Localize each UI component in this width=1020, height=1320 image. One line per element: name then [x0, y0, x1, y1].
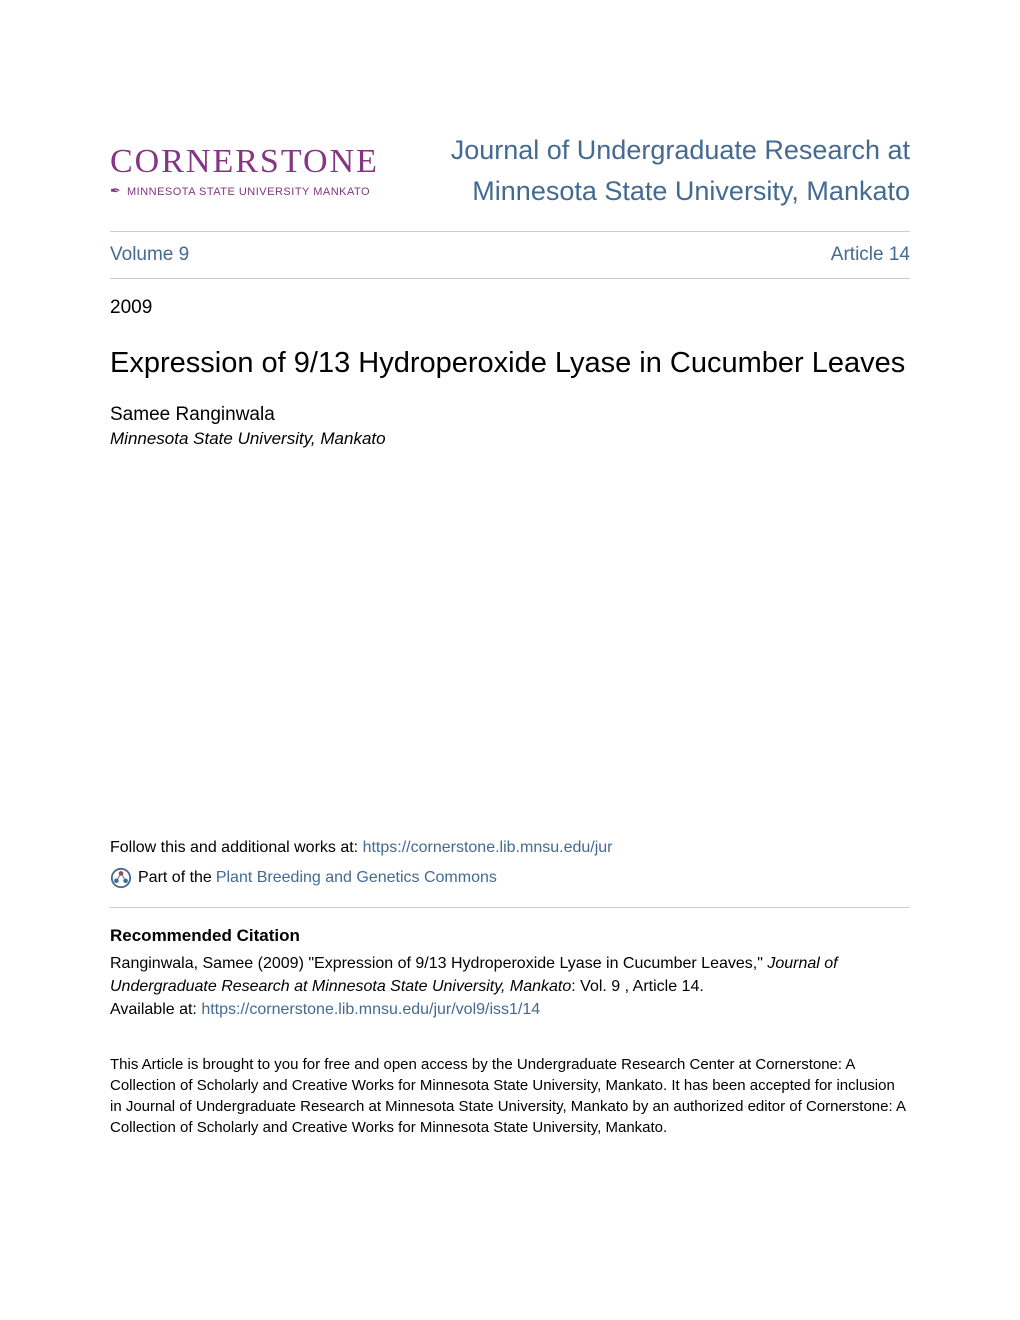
- journal-title-block: Journal of Undergraduate Research at Min…: [399, 130, 910, 211]
- logo-subtitle-text: MINNESOTA STATE UNIVERSITY MANKATO: [127, 186, 370, 198]
- divider-top: [110, 231, 910, 232]
- cornerstone-logo[interactable]: CORNERSTONE ✒ MINNESOTA STATE UNIVERSITY…: [110, 143, 379, 199]
- commons-link[interactable]: Plant Breeding and Genetics Commons: [216, 869, 497, 887]
- citation-available-prefix: Available at:: [110, 1001, 201, 1018]
- journal-title-line2: Minnesota State University, Mankato: [472, 176, 910, 206]
- feather-icon: ✒: [110, 183, 121, 198]
- part-of-prefix: Part of the: [138, 869, 212, 887]
- follow-works-text: Follow this and additional works at: htt…: [110, 839, 910, 857]
- article-link[interactable]: Article 14: [831, 244, 910, 266]
- follow-prefix: Follow this and additional works at:: [110, 839, 363, 856]
- author-name: Samee Ranginwala: [110, 404, 910, 426]
- logo-title: CORNERSTONE: [110, 143, 379, 181]
- logo-subtitle: ✒ MINNESOTA STATE UNIVERSITY MANKATO: [110, 183, 379, 199]
- journal-title-line1: Journal of Undergraduate Research at: [451, 135, 910, 165]
- citation-url-link[interactable]: https://cornerstone.lib.mnsu.edu/jur/vol…: [201, 1001, 540, 1018]
- article-title: Expression of 9/13 Hydroperoxide Lyase i…: [110, 347, 910, 380]
- publication-year: 2009: [110, 297, 910, 319]
- follow-url-link[interactable]: https://cornerstone.lib.mnsu.edu/jur: [363, 839, 613, 856]
- divider-mid: [110, 278, 910, 279]
- author-affiliation: Minnesota State University, Mankato: [110, 429, 910, 449]
- citation-author-year: Ranginwala, Samee (2009) "Expression of …: [110, 955, 767, 972]
- divider-citation: [110, 907, 910, 908]
- spacer: [110, 449, 910, 839]
- volume-link[interactable]: Volume 9: [110, 244, 189, 266]
- volume-article-row: Volume 9 Article 14: [110, 244, 910, 266]
- network-icon: [110, 867, 132, 889]
- citation-heading: Recommended Citation: [110, 926, 910, 946]
- journal-title-link[interactable]: Journal of Undergraduate Research at Min…: [451, 135, 910, 206]
- part-of-row: Part of the Plant Breeding and Genetics …: [110, 867, 910, 889]
- citation-text: Ranginwala, Samee (2009) "Expression of …: [110, 952, 910, 1022]
- header-section: CORNERSTONE ✒ MINNESOTA STATE UNIVERSITY…: [110, 130, 910, 211]
- citation-vol-article: : Vol. 9 , Article 14.: [571, 978, 704, 995]
- footer-text: This Article is brought to you for free …: [110, 1054, 910, 1138]
